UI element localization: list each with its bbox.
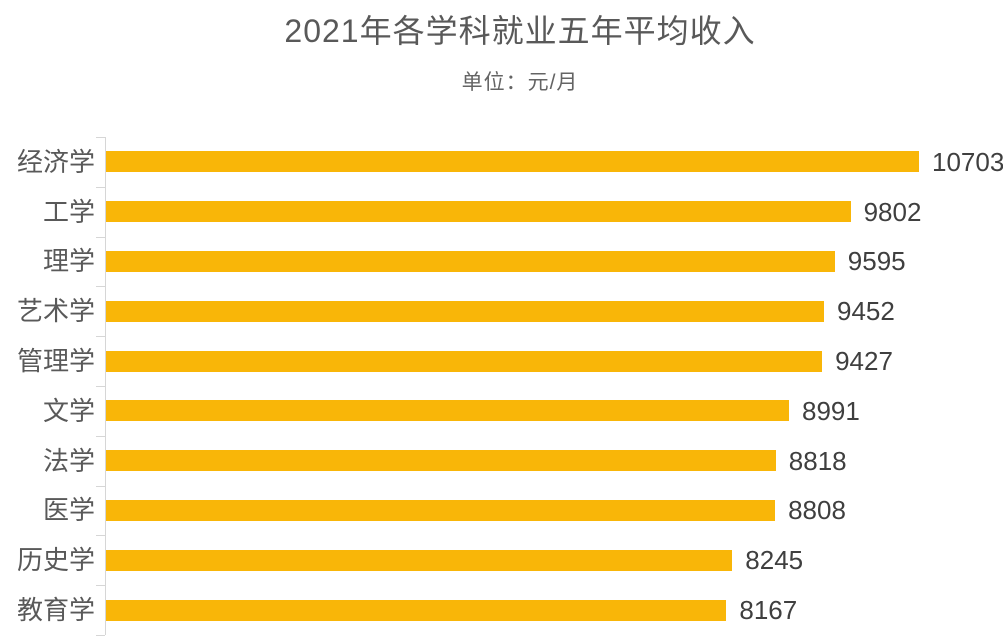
axis-tick [96,535,105,537]
category-label: 历史学 [16,545,95,576]
category-label: 管理学 [16,346,95,377]
bar-row: 经济学 10703 [0,137,1003,187]
bar [106,250,835,272]
bar-row: 医学 8808 [0,486,1003,536]
bar [106,499,776,521]
value-label: 10703 [932,146,1003,177]
bar-row: 艺术学 9452 [0,286,1003,336]
value-label: 9595 [847,246,906,277]
chart-subtitle-unit: 单位：元/月 [461,70,579,94]
axis-tick [96,635,105,636]
y-axis-line [105,137,106,635]
category-label: 法学 [42,445,95,476]
value-label: 8991 [802,395,860,426]
axis-tick [96,137,105,138]
category-label: 教育学 [16,595,95,626]
bar-track: 10703 [106,137,1003,187]
bar-row: 法学 8818 [0,436,1003,486]
value-label: 8167 [739,595,798,626]
chart-header: 2021年各学科就业五年平均收入 单位：元/月 [37,0,1003,94]
value-label: 8808 [788,495,846,526]
axis-tick [96,236,105,238]
bar-track: 9452 [106,286,1003,336]
category-label: 理学 [42,246,95,277]
bar-row: 文学 8991 [0,386,1003,436]
axis-tick [96,435,105,437]
category-label: 经济学 [16,146,95,177]
bar-track: 8808 [106,486,1003,536]
chart-title: 2021年各学科就业五年平均收入 [284,13,756,49]
axis-tick [96,336,105,338]
axis-tick [96,585,105,587]
bar [106,201,851,223]
bar-row: 历史学 8245 [0,535,1003,585]
category-label: 医学 [42,495,95,526]
category-label: 艺术学 [16,296,95,327]
value-label: 9452 [837,296,895,327]
bar [106,400,789,422]
plot-area: 经济学 10703 工学 9802 理学 9595 艺术学 9452 管理学 9427 文学 8991… [0,137,1003,636]
bar-track: 8818 [106,436,1003,486]
bar-rows: 经济学 10703 工学 9802 理学 9595 艺术学 9452 管理学 9427 文学 8991… [0,137,1003,635]
axis-tick [96,485,105,487]
bar-track: 9802 [106,187,1003,237]
bar-row: 理学 9595 [0,237,1003,287]
bar-track: 8245 [106,535,1003,585]
value-label: 9427 [835,346,893,377]
axis-tick [96,186,105,188]
bar [106,549,733,571]
bar-track: 9595 [106,237,1003,287]
axis-tick [96,286,105,288]
bar [106,151,919,173]
category-label: 文学 [42,395,95,426]
bar-row: 工学 9802 [0,187,1003,237]
bar [106,300,824,322]
bar [106,350,823,372]
category-label: 工学 [42,196,95,227]
bar-row: 教育学 8167 [0,585,1003,635]
axis-tick [96,386,105,387]
value-label: 8245 [745,545,804,576]
bar [106,450,776,472]
bar-track: 8167 [106,585,1003,635]
bar-track: 8991 [106,386,1003,436]
value-label: 8818 [788,445,847,476]
bar-row: 管理学 9427 [0,336,1003,386]
value-label: 9802 [863,196,922,227]
bar [106,599,727,621]
bar-track: 9427 [106,336,1003,386]
